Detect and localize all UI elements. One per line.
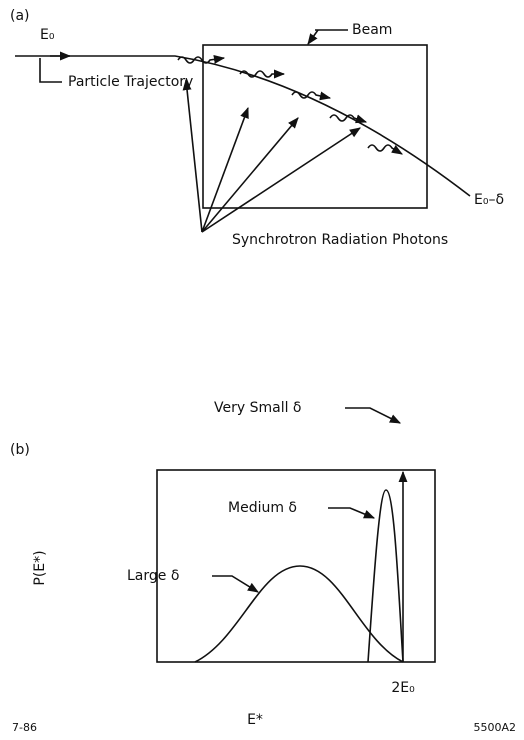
e0-minus-label: E₀–δ	[474, 192, 504, 208]
e0-label: E₀	[40, 27, 55, 43]
photon-arrows	[186, 80, 360, 232]
photons-label: Synchrotron Radiation Photons	[232, 232, 448, 248]
trajectory-label: Particle Trajectory	[68, 74, 193, 90]
panel-label: (b)	[10, 442, 30, 458]
very-small-label: Very Small δ	[214, 400, 302, 416]
x-tick-label: 2E₀	[391, 680, 415, 696]
trajectory-leader	[40, 58, 62, 82]
medium-leader	[328, 508, 374, 518]
footer-date: 7-86	[12, 721, 37, 734]
large-label: Large δ	[127, 568, 179, 584]
photon-waves	[178, 57, 402, 154]
figure: (a) Beam E₀ Particle Trajectory E₀–δ Syn…	[0, 0, 524, 736]
x-axis-label: E*	[247, 712, 263, 728]
beam-leader-arrow	[308, 30, 318, 44]
footer-id: 5500A2	[473, 721, 516, 734]
beam-label: Beam	[352, 22, 392, 38]
y-axis-label: P(E*)	[32, 550, 48, 585]
trajectory-text: Particle Trajectory	[68, 74, 193, 90]
large-leader	[212, 576, 258, 592]
panel-label: (a)	[10, 8, 30, 24]
medium-label: Medium δ	[228, 500, 297, 516]
very-small-leader	[345, 408, 400, 423]
